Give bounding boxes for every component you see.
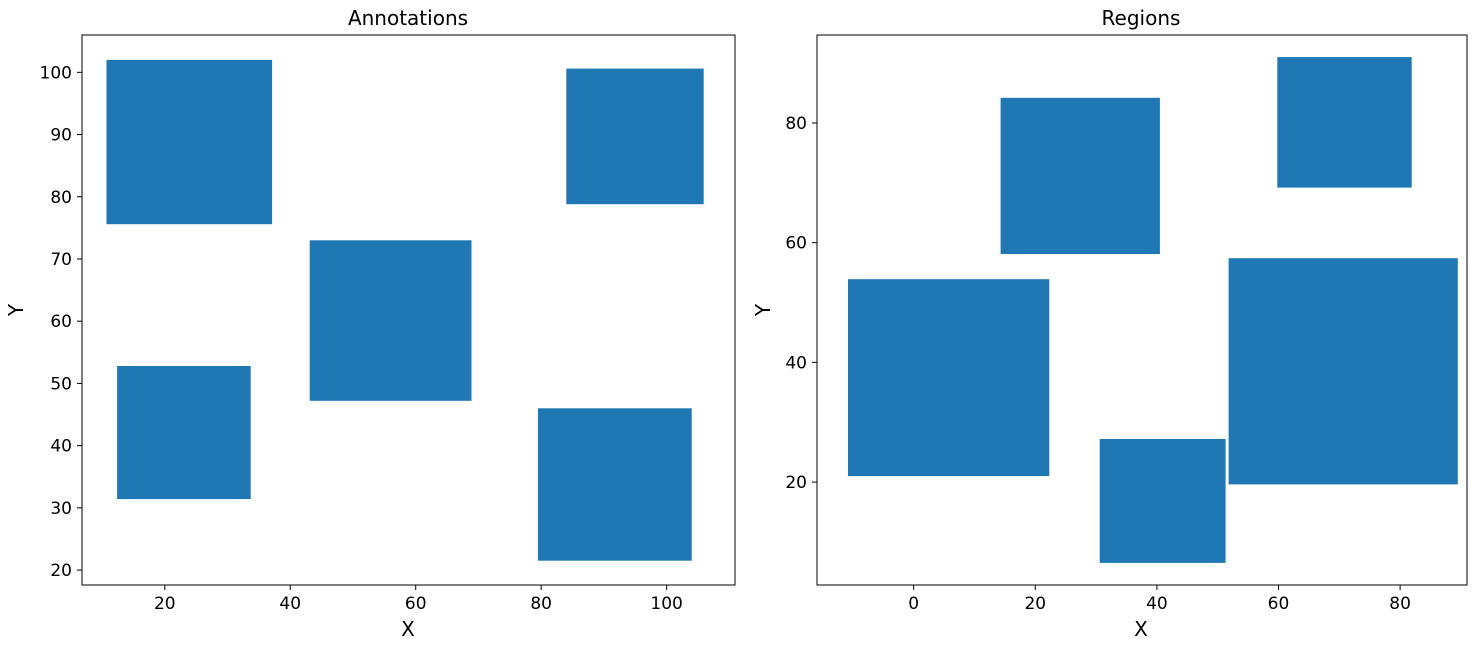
rectangle-2 [1277, 57, 1412, 188]
x-axis-label: X [401, 617, 415, 641]
x-tick-label: 60 [405, 594, 427, 614]
y-tick-label: 80 [785, 114, 807, 134]
rectangle-4 [1228, 258, 1458, 485]
x-tick-label: 40 [279, 594, 301, 614]
x-tick-label: 60 [1268, 594, 1290, 614]
x-tick-label: 20 [154, 594, 176, 614]
plot-frame [81, 34, 736, 586]
ticks: 0 20 40 60 80 20 40 60 80 [785, 114, 1411, 614]
rectangle-5 [1099, 439, 1226, 563]
y-tick-label: 50 [50, 374, 72, 394]
y-tick-label: 70 [50, 250, 72, 270]
rectangle-1 [106, 59, 273, 225]
rectangles [106, 59, 704, 561]
y-tick-label: 100 [40, 63, 72, 83]
y-tick-label: 80 [50, 188, 72, 208]
y-axis-label: Y [751, 303, 775, 317]
y-tick-label: 40 [50, 437, 72, 457]
y-tick-label: 20 [50, 561, 72, 581]
chart-title: Annotations [348, 6, 468, 30]
plot-frame [816, 34, 1468, 586]
y-tick-label: 20 [785, 473, 807, 493]
x-tick-label: 80 [530, 594, 552, 614]
y-tick-label: 60 [50, 312, 72, 332]
rectangle-3 [848, 279, 1050, 477]
x-tick-label: 100 [650, 594, 682, 614]
rectangle-3 [309, 240, 472, 401]
rectangles [848, 57, 1458, 563]
y-tick-label: 40 [785, 353, 807, 373]
ticks: 20 40 60 80 100 20 30 40 50 60 70 80 90 100 [40, 63, 683, 614]
rectangle-2 [117, 366, 251, 500]
x-tick-label: 40 [1146, 594, 1168, 614]
y-tick-label: 90 [50, 126, 72, 146]
chart-title: Regions [1102, 6, 1181, 30]
chart-annotations: Annotations 20 40 60 80 100 20 30 40 50 60 70 80 90 1… [4, 6, 736, 641]
x-tick-label: 20 [1024, 594, 1046, 614]
y-tick-label: 30 [50, 499, 72, 519]
x-tick-label: 0 [908, 594, 919, 614]
y-axis-label: Y [4, 303, 28, 317]
rectangle-5 [538, 408, 692, 561]
x-tick-label: 80 [1389, 594, 1411, 614]
y-tick-label: 60 [785, 234, 807, 254]
rectangle-4 [566, 68, 704, 205]
rectangle-1 [1000, 97, 1160, 254]
x-axis-label: X [1134, 617, 1148, 641]
chart-regions: Regions 0 20 40 60 80 20 40 60 80 X Y [751, 6, 1468, 641]
